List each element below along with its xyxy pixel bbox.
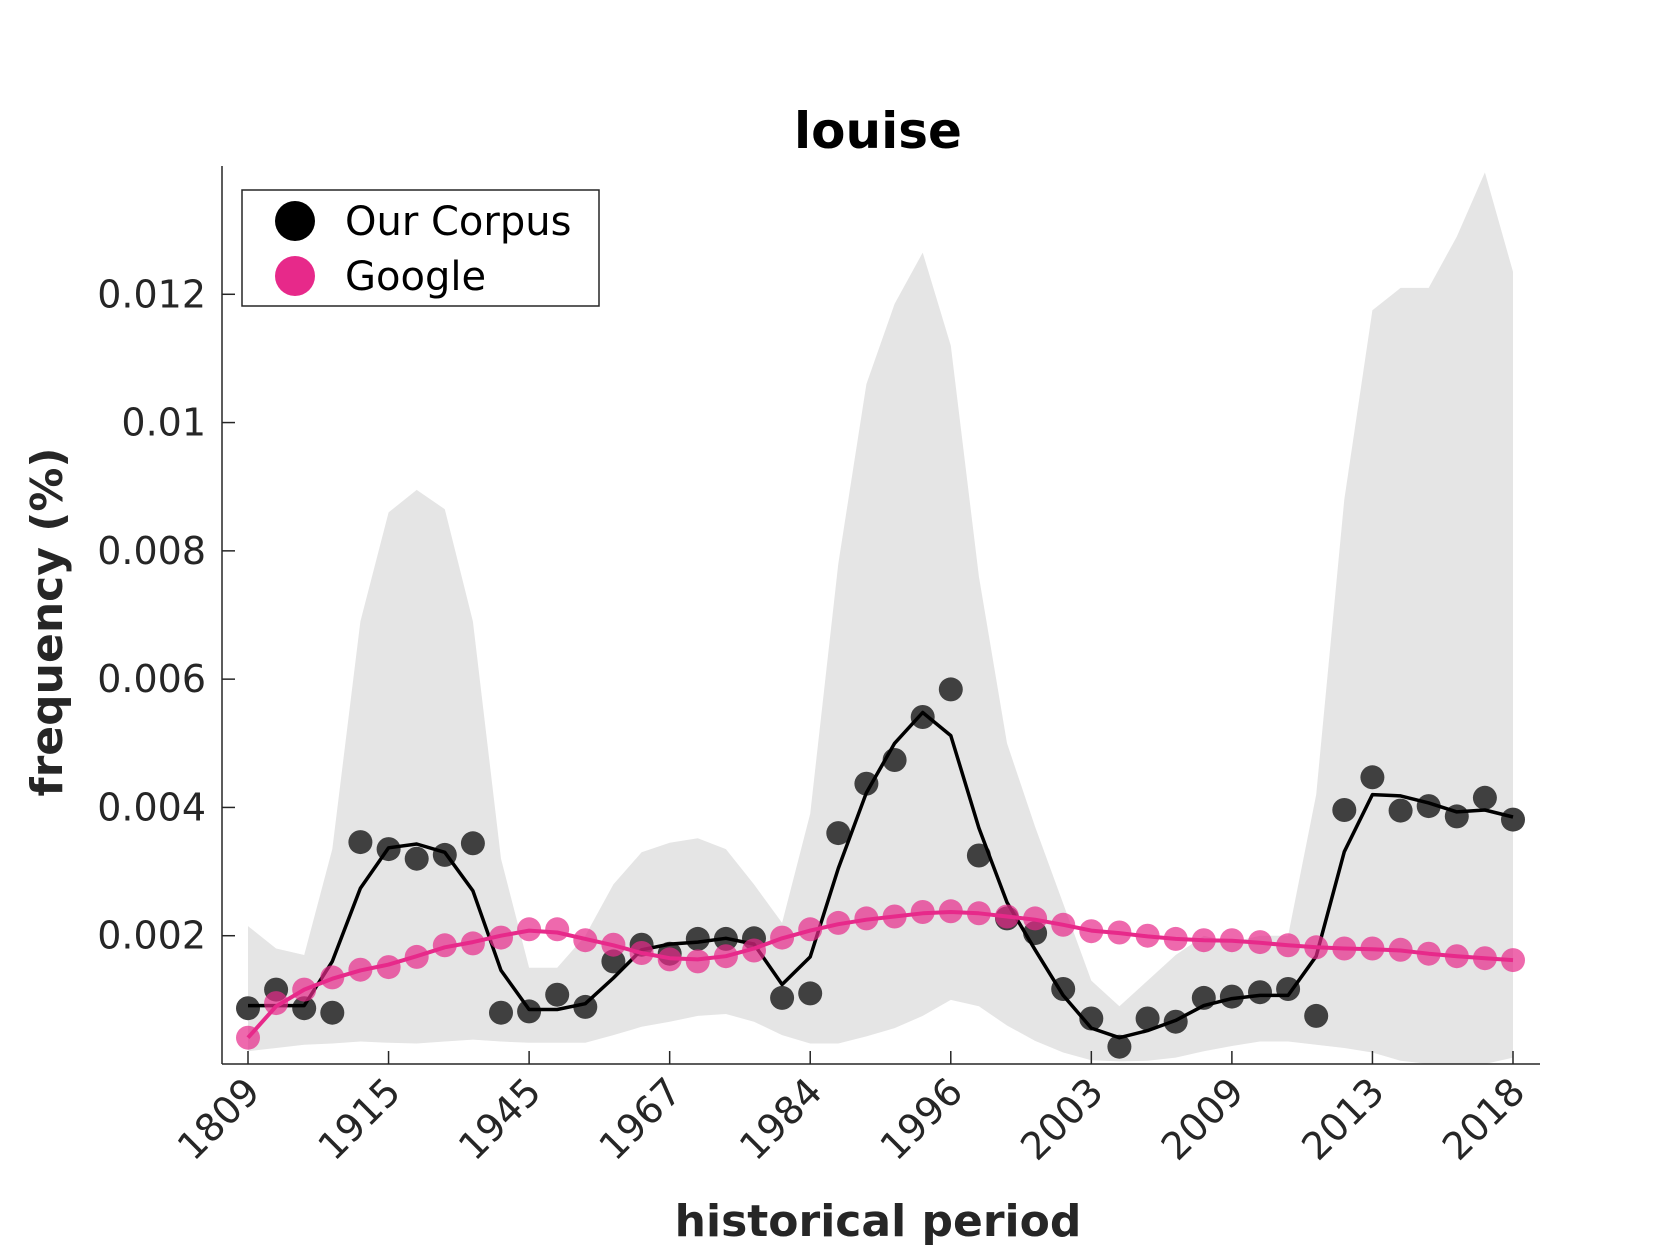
google-point	[376, 955, 401, 980]
y-tick-label: 0.008	[97, 529, 206, 573]
y-tick-label: 0.01	[121, 401, 206, 445]
google-point	[320, 965, 345, 990]
google-point	[1107, 920, 1132, 945]
google-point	[685, 949, 710, 974]
google-point	[1360, 936, 1385, 961]
corpus-point	[1219, 984, 1244, 1009]
corpus-point	[489, 1000, 513, 1025]
corpus-point	[320, 1000, 345, 1025]
google-point	[264, 991, 289, 1016]
corpus-point	[798, 981, 823, 1006]
google-point	[432, 933, 457, 958]
google-point	[1248, 930, 1272, 955]
google-point	[404, 944, 429, 969]
corpus-trend-line	[248, 710, 1514, 1040]
google-point	[601, 932, 626, 957]
corpus-point	[601, 949, 626, 974]
corpus-point	[685, 926, 710, 951]
corpus-point	[1332, 798, 1357, 822]
legend-marker-google	[275, 256, 315, 296]
google-point	[1135, 923, 1160, 948]
google-point	[713, 944, 738, 969]
corpus-point	[573, 994, 598, 1019]
google-trend-line	[246, 910, 1514, 1040]
corpus-point	[404, 846, 429, 871]
corpus-point	[1079, 1006, 1104, 1031]
google-point	[770, 925, 795, 950]
google-point	[657, 947, 682, 972]
legend-marker-corpus	[275, 201, 315, 241]
corpus-point	[1360, 765, 1385, 790]
google-point	[629, 941, 654, 965]
plot-area	[236, 172, 1525, 1064]
corpus-point	[1276, 977, 1301, 1001]
legend: Our Corpus Google	[241, 189, 600, 307]
legend-label-google: Google	[345, 254, 486, 300]
corpus-point	[1248, 980, 1272, 1005]
google-point	[1444, 944, 1469, 969]
google-point	[910, 900, 935, 924]
google-point	[1332, 936, 1357, 961]
google-point	[798, 917, 823, 942]
google-point	[1191, 928, 1216, 953]
x-axis-label: historical period	[675, 1196, 1082, 1247]
google-point	[1501, 948, 1525, 973]
google-point	[1388, 937, 1413, 962]
google-point	[882, 904, 907, 929]
google-point	[1023, 906, 1048, 931]
google-point	[1219, 928, 1244, 953]
corpus-point	[1107, 1034, 1132, 1059]
google-point	[938, 899, 963, 924]
google-point	[292, 977, 317, 1002]
corpus-point	[770, 985, 795, 1010]
y-tick-label: 0.002	[97, 914, 206, 958]
google-point	[742, 938, 766, 963]
corpus-point	[1304, 1003, 1329, 1028]
corpus-point	[517, 999, 542, 1024]
corpus-point	[966, 843, 991, 868]
corpus-point	[1135, 1006, 1160, 1031]
google-point	[1051, 912, 1076, 937]
corpus-point	[236, 996, 260, 1021]
google-point	[995, 904, 1019, 929]
google-point	[854, 906, 879, 931]
legend-label-corpus: Our Corpus	[345, 199, 571, 245]
google-point	[573, 928, 598, 953]
google-point	[517, 917, 542, 942]
google-point	[966, 901, 991, 926]
google-point	[1416, 941, 1441, 966]
corpus-point	[292, 996, 317, 1021]
y-axis-label: frequency (%)	[22, 447, 73, 796]
google-point	[826, 910, 851, 935]
corpus-point	[348, 830, 373, 855]
corpus-point	[938, 677, 963, 702]
google-point	[545, 917, 570, 942]
corpus-point	[1472, 785, 1497, 810]
corpus-point	[460, 831, 485, 856]
corpus-point	[545, 982, 570, 1007]
y-tick-label: 0.004	[97, 785, 206, 829]
google-point	[1079, 919, 1104, 944]
corpus-point	[854, 771, 879, 796]
google-point	[1472, 946, 1497, 971]
google-point	[348, 957, 373, 982]
corpus-point	[826, 821, 851, 846]
google-point	[1276, 933, 1301, 958]
chart-title: louise	[794, 102, 962, 160]
y-tick-label: 0.012	[97, 272, 206, 316]
google-point	[1304, 935, 1329, 960]
y-tick-label: 0.006	[97, 657, 206, 701]
confidence-band	[248, 172, 1513, 1064]
google-point	[1163, 926, 1188, 951]
corpus-point	[1501, 807, 1525, 832]
google-point	[489, 925, 513, 950]
google-point	[236, 1025, 260, 1050]
google-point	[460, 931, 485, 956]
corpus-point	[910, 705, 935, 729]
corpus-point	[1388, 798, 1413, 823]
